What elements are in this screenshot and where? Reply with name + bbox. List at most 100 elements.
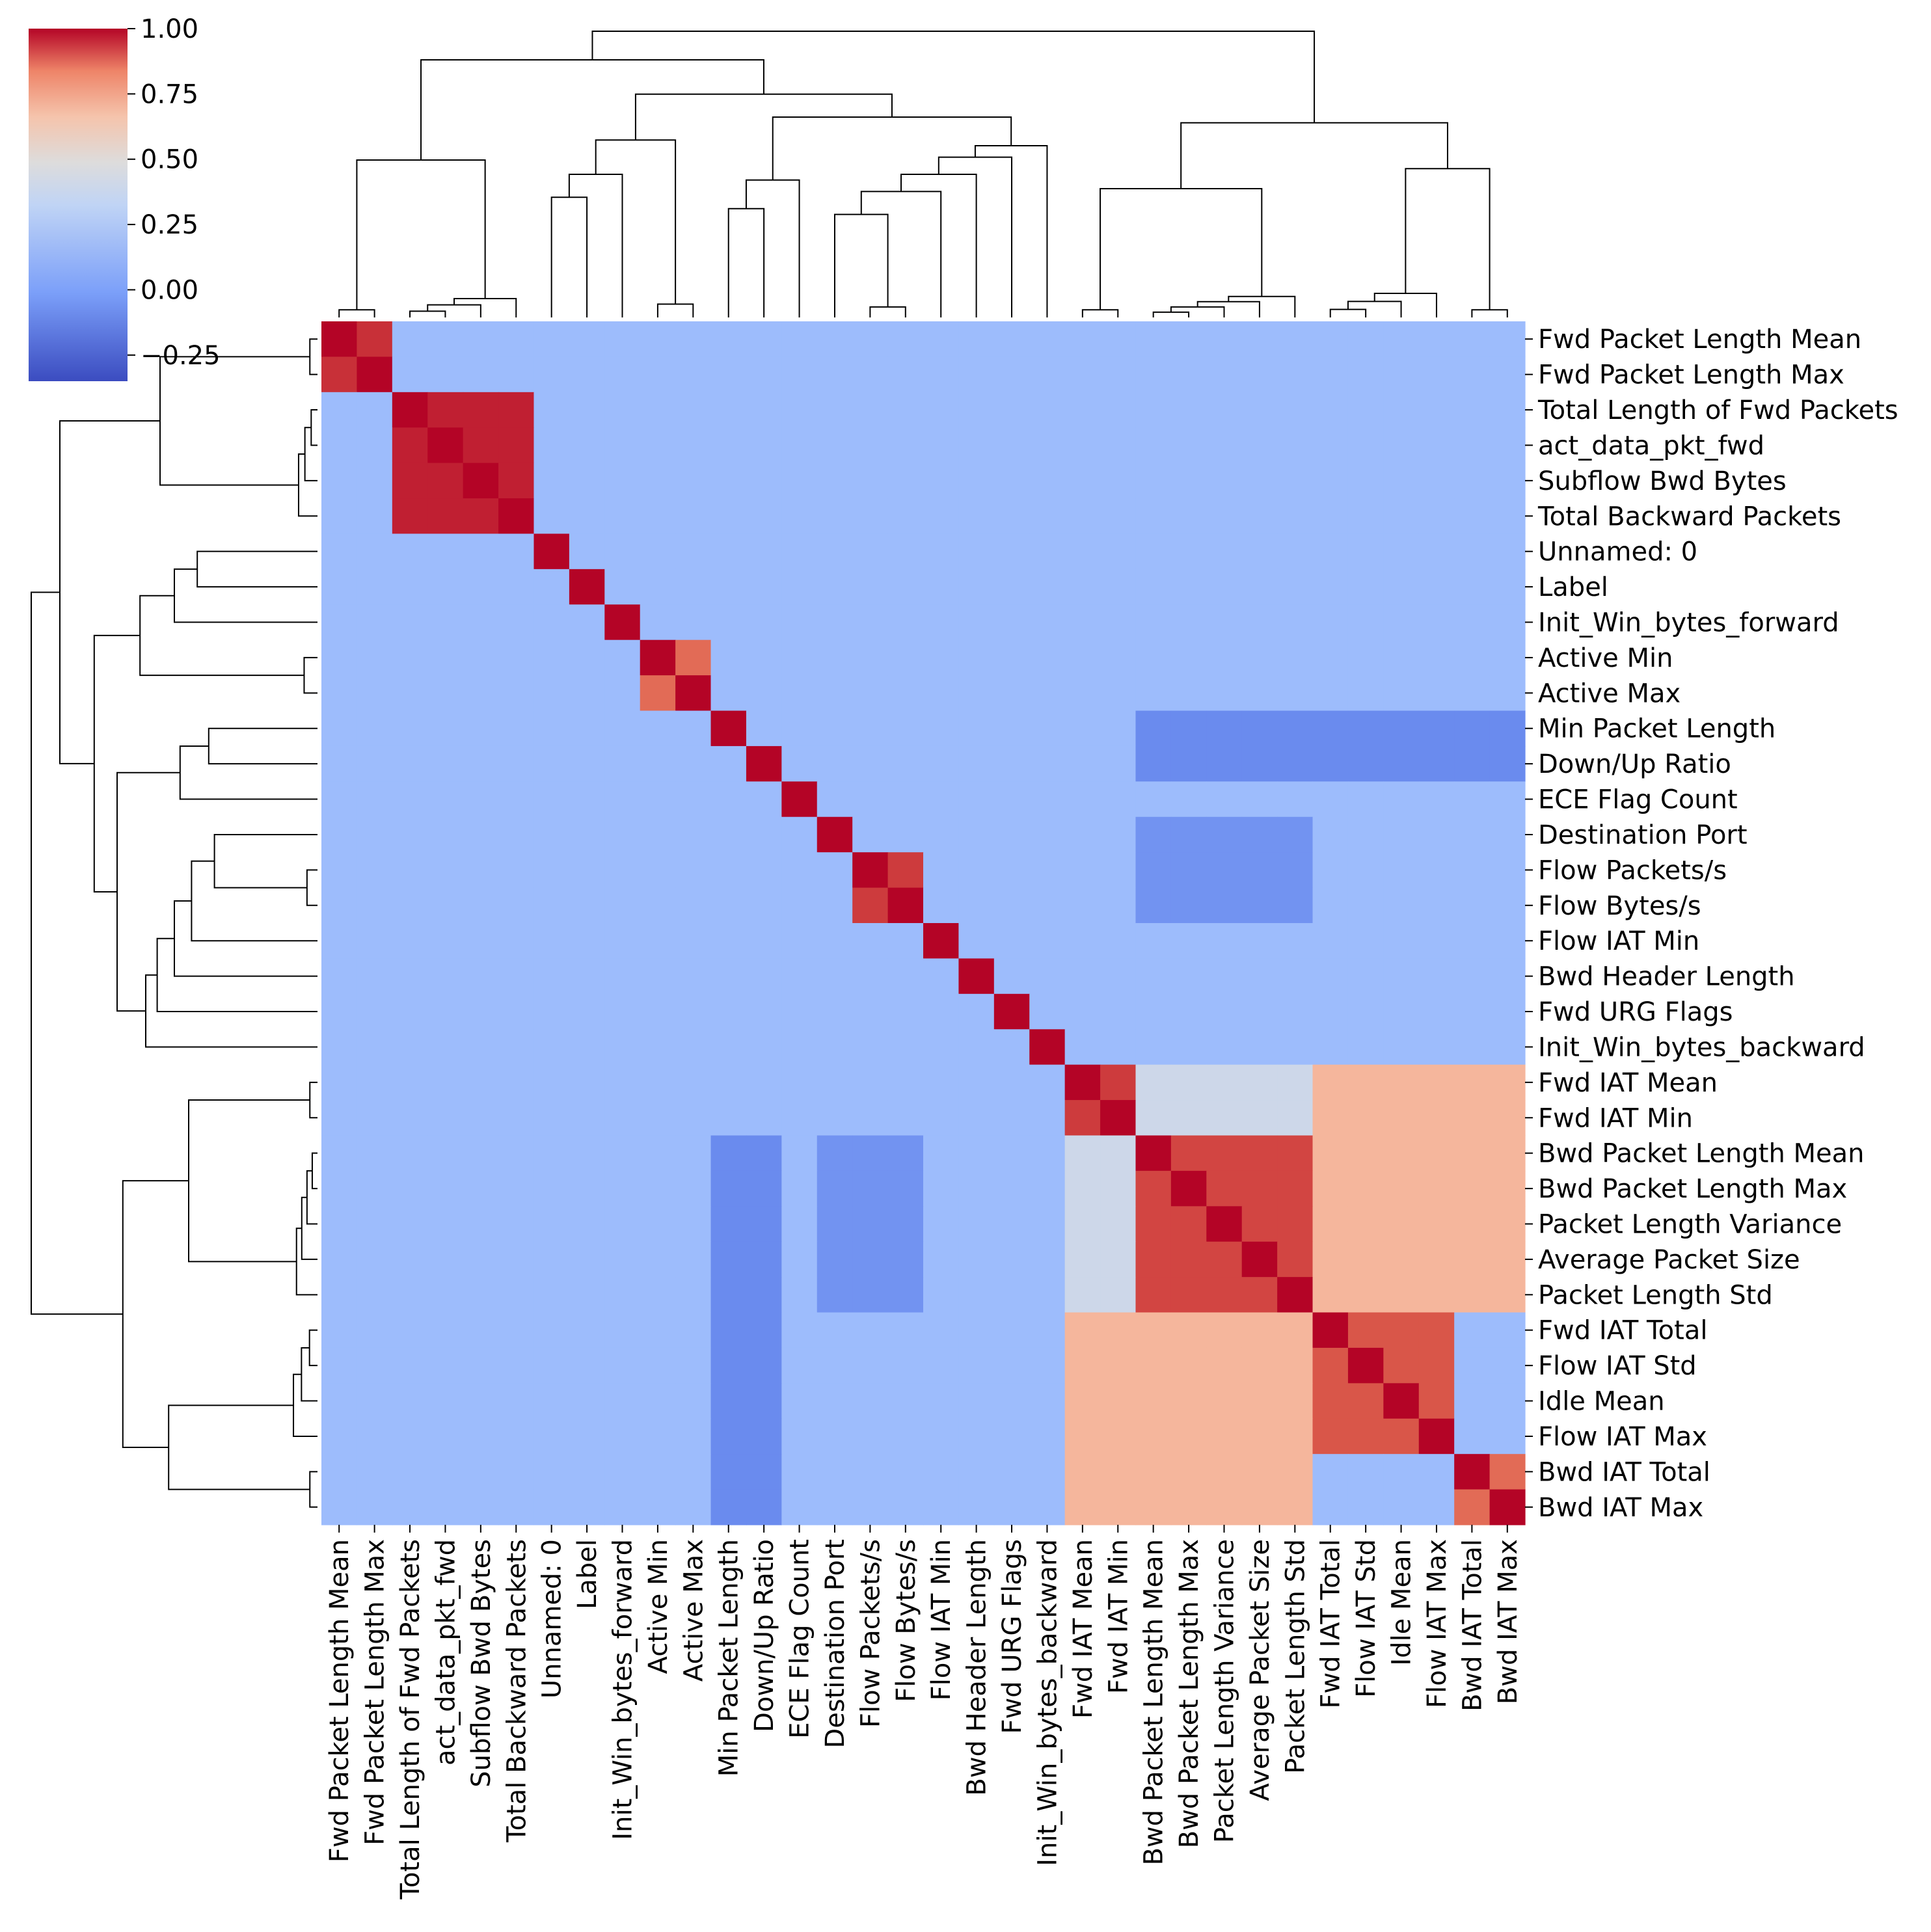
heatmap-cell bbox=[427, 569, 464, 605]
heatmap-cell bbox=[1100, 781, 1137, 818]
heatmap-cell bbox=[1489, 463, 1526, 499]
heatmap-cell bbox=[852, 1489, 889, 1525]
row-dendrogram bbox=[31, 338, 317, 1508]
heatmap-cell bbox=[463, 427, 499, 464]
heatmap-cell bbox=[1100, 958, 1137, 995]
heatmap-cell bbox=[1489, 710, 1526, 747]
heatmap-cell bbox=[1241, 533, 1278, 570]
heatmap-cell bbox=[1064, 533, 1101, 570]
dendrogram-link bbox=[1081, 309, 1119, 317]
heatmap-cell bbox=[958, 1064, 995, 1101]
heatmap-cell bbox=[604, 1312, 641, 1348]
heatmap-cell bbox=[1489, 1277, 1526, 1313]
heatmap-cell bbox=[463, 1029, 499, 1066]
heatmap-cell bbox=[1206, 569, 1243, 605]
heatmap-cell bbox=[746, 1347, 782, 1384]
heatmap-cell bbox=[817, 356, 853, 393]
heatmap-cell bbox=[569, 1347, 605, 1384]
heatmap-cell bbox=[1170, 639, 1207, 676]
dendrogram-link bbox=[310, 409, 317, 446]
heatmap-cell bbox=[321, 1418, 358, 1455]
heatmap-cell bbox=[675, 887, 712, 924]
heatmap-cell bbox=[1418, 392, 1455, 428]
dendrogram-link bbox=[745, 179, 800, 317]
heatmap-cell bbox=[923, 1277, 960, 1313]
heatmap-cell bbox=[1135, 993, 1172, 1030]
row-tick-label: act_data_pkt_fwd bbox=[1538, 431, 1764, 461]
heatmap-cell bbox=[1135, 923, 1172, 959]
heatmap-cell bbox=[498, 887, 535, 924]
heatmap-cell bbox=[1277, 1418, 1314, 1455]
heatmap-cell bbox=[1206, 958, 1243, 995]
heatmap-cell bbox=[1418, 887, 1455, 924]
column-tick-label: Bwd IAT Total bbox=[1457, 1539, 1487, 1711]
heatmap-cell bbox=[533, 1100, 570, 1136]
heatmap-cell bbox=[993, 1312, 1030, 1348]
heatmap-cell bbox=[710, 1418, 747, 1455]
dendrogram-link bbox=[174, 568, 317, 623]
heatmap-cell bbox=[958, 1312, 995, 1348]
row-tick-label: Flow Packets/s bbox=[1538, 855, 1727, 885]
heatmap-cell bbox=[1241, 427, 1278, 464]
dendrogram-link bbox=[1228, 295, 1296, 317]
heatmap-cell bbox=[463, 604, 499, 641]
heatmap-cell bbox=[781, 958, 818, 995]
dendrogram-link bbox=[568, 174, 623, 317]
heatmap-cell bbox=[1383, 1206, 1420, 1242]
heatmap-cell bbox=[357, 993, 393, 1030]
heatmap-cell bbox=[993, 710, 1030, 747]
dendrogram-link bbox=[356, 159, 486, 310]
heatmap-cell bbox=[1277, 923, 1314, 959]
heatmap-cell bbox=[1347, 639, 1384, 676]
heatmap-cell bbox=[781, 1312, 818, 1348]
heatmap-cell bbox=[1277, 1277, 1314, 1313]
heatmap-cell bbox=[427, 1170, 464, 1207]
heatmap-cell bbox=[817, 993, 853, 1030]
dendrogram-link bbox=[309, 1081, 317, 1119]
heatmap-cell bbox=[392, 463, 428, 499]
heatmap-cell bbox=[321, 1277, 358, 1313]
heatmap-cell bbox=[604, 533, 641, 570]
heatmap-cell bbox=[1135, 569, 1172, 605]
heatmap-cell bbox=[533, 745, 570, 782]
heatmap-cell bbox=[852, 993, 889, 1030]
heatmap-cell bbox=[923, 1454, 960, 1490]
heatmap-cell bbox=[1489, 1383, 1526, 1419]
heatmap-cell bbox=[1347, 604, 1384, 641]
heatmap-cell bbox=[1100, 1064, 1137, 1101]
heatmap-cell bbox=[1241, 392, 1278, 428]
heatmap-cell bbox=[1454, 639, 1491, 676]
heatmap-cell bbox=[1029, 498, 1066, 535]
heatmap-cell bbox=[1383, 852, 1420, 889]
heatmap-cell bbox=[675, 1312, 712, 1348]
heatmap-cell bbox=[887, 816, 924, 853]
heatmap-cell bbox=[1029, 993, 1066, 1030]
heatmap-cell bbox=[569, 1029, 605, 1066]
heatmap-cell bbox=[498, 1418, 535, 1455]
heatmap-cell bbox=[604, 993, 641, 1030]
heatmap-cell bbox=[1064, 781, 1101, 818]
heatmap-cell bbox=[640, 463, 676, 499]
heatmap-cell bbox=[1241, 1135, 1278, 1172]
heatmap-cell bbox=[1312, 1383, 1349, 1419]
heatmap-cell bbox=[321, 604, 358, 641]
heatmap-cell bbox=[1418, 1347, 1455, 1384]
heatmap-cell bbox=[817, 1170, 853, 1207]
heatmap-cell bbox=[817, 1277, 853, 1313]
heatmap-cell bbox=[923, 675, 960, 712]
heatmap-cell bbox=[852, 569, 889, 605]
heatmap-cell bbox=[569, 993, 605, 1030]
heatmap-cell bbox=[533, 1029, 570, 1066]
heatmap-cell bbox=[1312, 1347, 1349, 1384]
heatmap-cell bbox=[640, 1100, 676, 1136]
heatmap-cell bbox=[781, 1029, 818, 1066]
heatmap-cell bbox=[852, 1064, 889, 1101]
heatmap-cell bbox=[1418, 958, 1455, 995]
heatmap-cell bbox=[1100, 1135, 1137, 1172]
heatmap-cell bbox=[746, 675, 782, 712]
heatmap-cell bbox=[710, 1347, 747, 1384]
dendrogram-link bbox=[191, 860, 317, 942]
heatmap-cell bbox=[675, 1170, 712, 1207]
heatmap-cell bbox=[498, 356, 535, 393]
heatmap-cell bbox=[604, 356, 641, 393]
